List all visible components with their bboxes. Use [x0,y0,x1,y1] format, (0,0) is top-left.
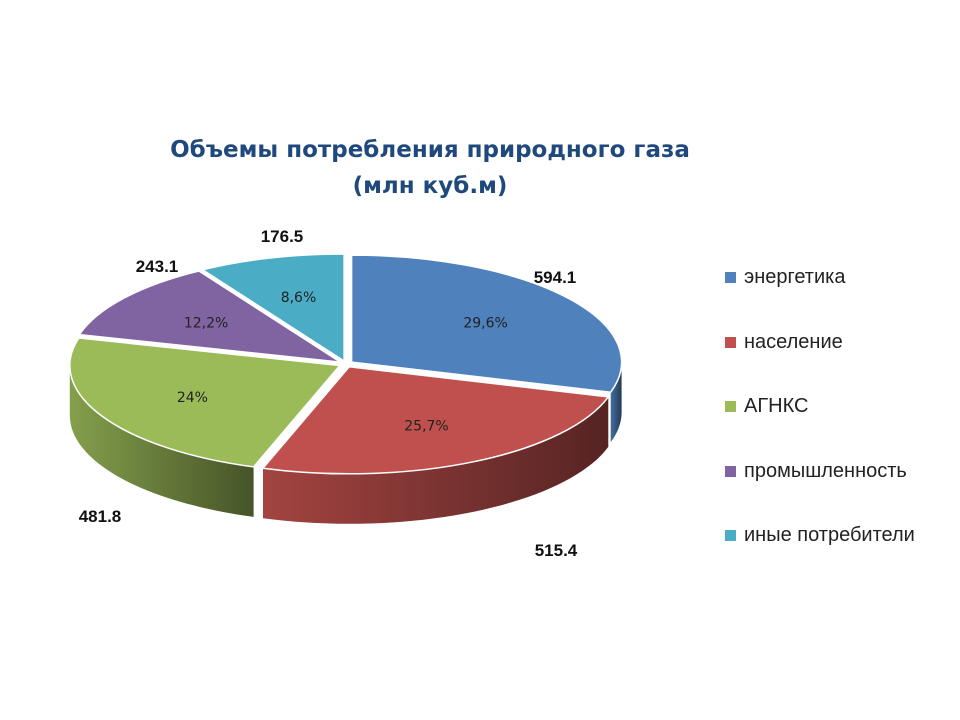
legend-label: промышленность [744,459,907,482]
pie-percent-label: 25,7% [404,419,448,435]
pie-percent-label: 12,2% [184,316,228,332]
legend-item: АГНКС [725,395,915,460]
chart-title-line-2: (млн куб.м) [352,173,508,199]
legend-swatch-promyshlennost [725,465,736,477]
pie-percent-label: 8,6% [281,290,317,306]
pie-value-label: 594.1 [534,268,577,287]
legend-swatch-agnks [725,401,736,412]
pie-side-energetika [610,362,622,443]
pie-percent-label: 29,6% [463,315,507,331]
legend-label: АГНКС [744,395,809,417]
pie-slice-naselenie [262,366,610,475]
pie-slice-promyshlennost [78,270,342,363]
legend-swatch-inye [725,530,736,541]
pie-value-label: 481.8 [79,507,122,526]
pie-slice-energetika [350,254,623,393]
pie-value-label: 515.4 [535,541,578,560]
chart-title-line-1: Объемы потребления природного газа [170,137,690,163]
pie-slice-agnks [69,337,341,468]
legend-item: промышленность [725,460,915,525]
legend-swatch-energetika [725,272,736,283]
legend-item: иные потребители [725,524,915,589]
legend-label: население [744,330,843,353]
pie-percent-label: 24% [177,390,208,406]
legend-swatch-naselenie [725,336,736,348]
legend-label: энергетика [744,266,846,288]
pie-value-label: 176.5 [261,227,304,246]
chart-title: Объемы потребления природного газа (млн … [130,132,730,204]
pie-value-label: 243.1 [136,257,179,276]
legend-item: население [725,331,915,396]
legend: энергетика население АГНКС промышленност… [725,266,915,589]
pie-side-agnks [69,365,254,517]
pie-side-naselenie [263,396,609,524]
legend-label: иные потребители [744,524,915,546]
pie-slice-inye [201,253,345,362]
legend-item: энергетика [725,266,915,331]
